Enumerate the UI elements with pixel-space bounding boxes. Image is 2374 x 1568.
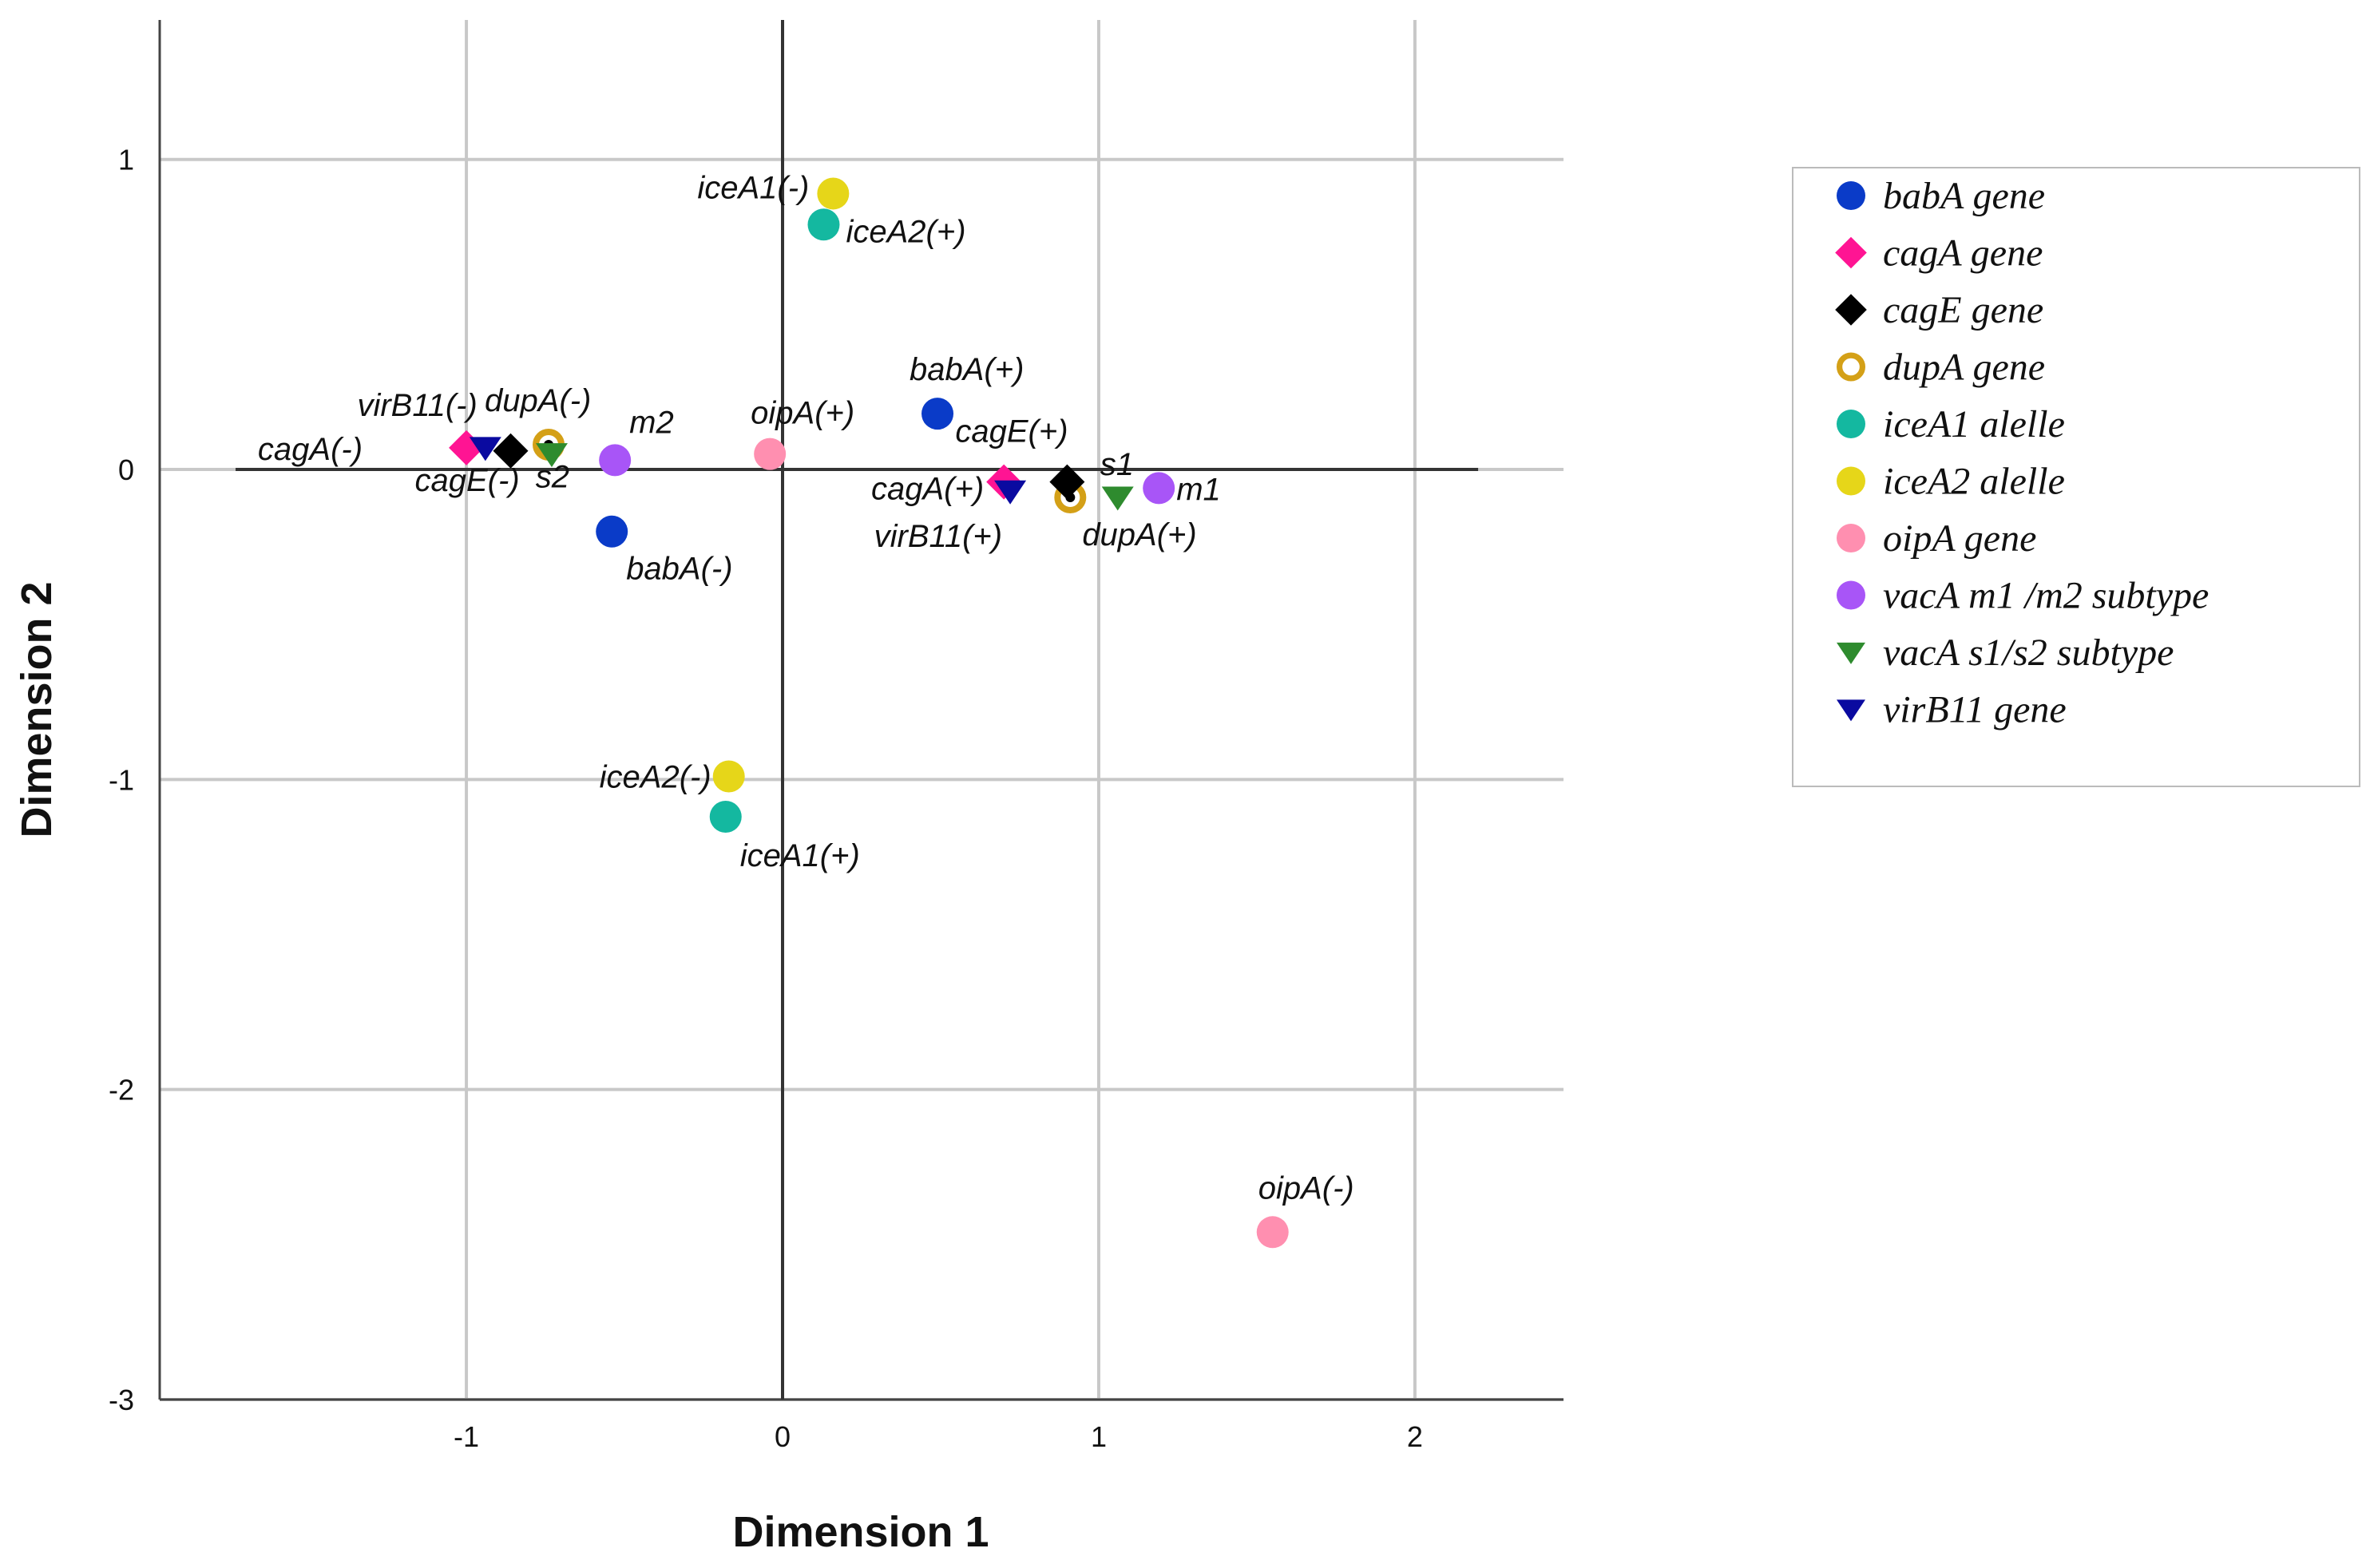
- legend-marker-cagE: [1835, 294, 1867, 326]
- legend-label: babA gene: [1883, 175, 2045, 217]
- tick-labels: -1 0 1 2 1 0 -1 -2 -3: [109, 144, 1423, 1453]
- point-label: cagA(+): [871, 472, 984, 507]
- point-iceA1: [709, 800, 742, 833]
- point-label: iceA1(-): [697, 170, 809, 205]
- legend: babA gene cagA gene cagE gene dupA gene iceA…: [1792, 167, 2360, 787]
- point-label: dupA(+): [1082, 517, 1196, 552]
- point-vacA_m: [1143, 472, 1175, 505]
- axes: [158, 20, 1564, 1401]
- legend-label: vacA s1/s2 subtype: [1883, 632, 2174, 674]
- legend-marker-vacA_s: [1837, 642, 1865, 664]
- point-label: s2: [536, 460, 569, 495]
- x-tick-label: 2: [1407, 1420, 1423, 1453]
- point-vacA_s: [535, 443, 568, 468]
- point-label: iceA2(-): [600, 759, 711, 794]
- point-label: dupA(-): [485, 383, 591, 418]
- point-label: m2: [629, 405, 674, 440]
- x-tick-label: 1: [1091, 1420, 1107, 1453]
- legend-marker-virB11: [1837, 699, 1865, 722]
- point-virB11: [994, 480, 1027, 505]
- point-label: babA(-): [626, 552, 732, 587]
- point-label: cagA(-): [258, 432, 363, 467]
- point-vacA_m: [599, 444, 632, 477]
- legend-label: oipA gene: [1883, 517, 2036, 560]
- legend-label: iceA1 alelle: [1883, 403, 2065, 445]
- x-tick-label: -1: [454, 1420, 479, 1453]
- legend-label: cagE gene: [1883, 289, 2043, 331]
- legend-marker-vacA_m: [1837, 580, 1865, 610]
- data-points: [449, 177, 1289, 1249]
- legend-marker-iceA2: [1837, 466, 1865, 496]
- legend-marker-dupA: [1837, 352, 1866, 382]
- point-label: babA(+): [910, 352, 1024, 387]
- point-oipA: [1256, 1216, 1289, 1249]
- point-label: virB11(+): [874, 519, 1002, 554]
- point-label: s1: [1100, 447, 1134, 482]
- y-axis-title: Dimension 2: [13, 581, 61, 837]
- legend-label: iceA2 alelle: [1883, 461, 2065, 503]
- point-label: cagE(-): [415, 463, 520, 498]
- point-labels: oipA(+) oipA(-) iceA2(+) iceA1(+) iceA1(-) ic…: [258, 170, 1354, 1206]
- point-vacA_s: [1101, 486, 1134, 511]
- point-iceA2: [712, 760, 745, 793]
- legend-marker-cagA: [1835, 236, 1867, 269]
- legend-marker-babA: [1837, 181, 1865, 210]
- point-iceA2: [817, 177, 850, 210]
- legend-label: dupA gene: [1883, 346, 2045, 389]
- point-label: oipA(+): [751, 396, 854, 431]
- y-tick-label: 1: [118, 144, 134, 176]
- point-label: iceA1(+): [740, 838, 860, 873]
- y-tick-label: 0: [118, 453, 134, 486]
- legend-items: babA gene cagA gene cagE gene dupA gene iceA…: [1835, 175, 2209, 731]
- legend-marker-iceA1: [1837, 410, 1865, 438]
- point-label: iceA2(+): [846, 214, 965, 249]
- point-cagE: [493, 433, 529, 469]
- point-oipA: [754, 438, 787, 470]
- x-tick-label: 0: [775, 1420, 791, 1453]
- y-tick-label: -2: [109, 1074, 134, 1107]
- point-label: m1: [1176, 472, 1221, 507]
- point-virB11: [469, 437, 501, 461]
- point-label: oipA(-): [1258, 1170, 1354, 1206]
- legend-label: vacA m1 /m2 subtype: [1883, 575, 2209, 617]
- y-tick-label: -1: [109, 763, 134, 796]
- legend-label: virB11 gene: [1883, 689, 2067, 731]
- point-cagE: [1049, 464, 1085, 500]
- x-axis-title: Dimension 1: [732, 1508, 989, 1556]
- point-label: virB11(-): [357, 388, 477, 423]
- point-iceA1: [807, 208, 840, 241]
- point-babA: [596, 515, 628, 548]
- point-babA: [921, 398, 954, 430]
- plot-area: [160, 20, 1564, 1400]
- point-label: cagE(+): [955, 414, 1068, 449]
- legend-box: [1792, 167, 2360, 787]
- legend-label: cagA gene: [1883, 232, 2043, 275]
- legend-marker-oipA: [1837, 524, 1865, 552]
- y-tick-label: -3: [109, 1384, 134, 1416]
